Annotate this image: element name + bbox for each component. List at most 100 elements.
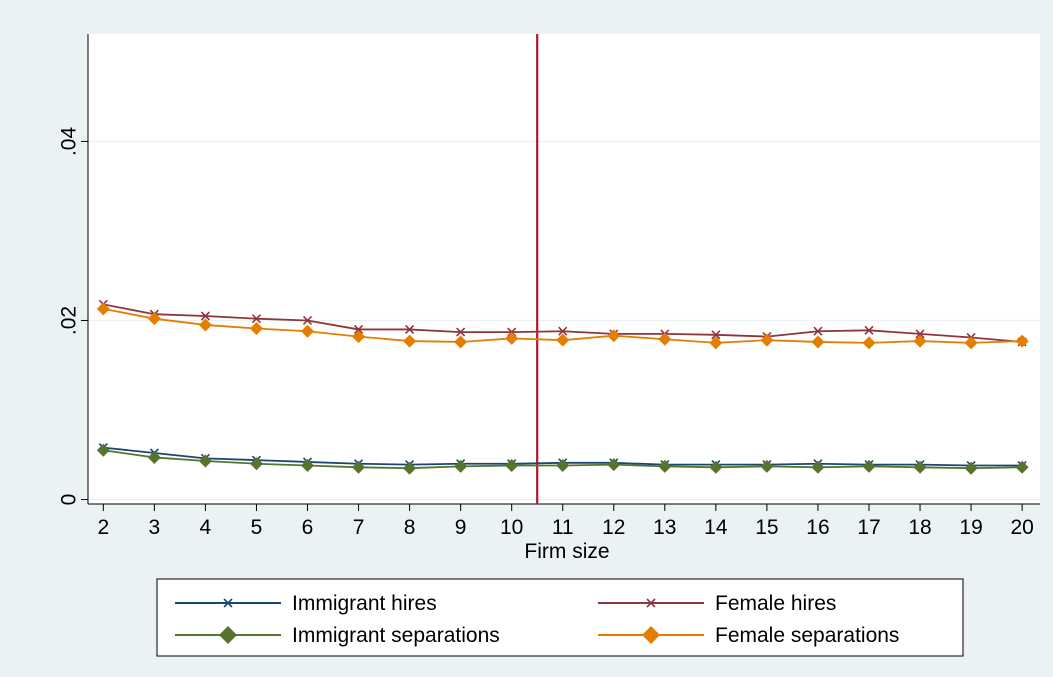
marker-stroke [223, 598, 233, 608]
x-tick-label: 10 [500, 516, 523, 539]
x-axis-label: Firm size [524, 540, 609, 563]
marker-stroke [711, 330, 721, 340]
data-point [302, 315, 313, 326]
data-point [1015, 460, 1029, 474]
marker-stroke [915, 329, 925, 339]
legend-marker [646, 598, 656, 608]
x-tick-label: 7 [353, 516, 365, 539]
data-point [760, 333, 774, 347]
x-tick-label: 11 [552, 516, 574, 539]
data-point [147, 312, 161, 326]
series-group [96, 299, 1029, 475]
data-point [200, 311, 210, 321]
data-point [300, 324, 314, 338]
marker-stroke [864, 325, 874, 335]
series-female-separations [96, 302, 1029, 350]
marker-stroke [813, 326, 823, 336]
y-axis-ticks: 0 .02 .04 [58, 127, 88, 506]
data-point [251, 314, 262, 324]
x-tick-label: 17 [857, 516, 880, 539]
data-point [711, 330, 721, 340]
legend-marker [223, 598, 233, 608]
data-point [760, 459, 774, 473]
y-tick-label: .02 [58, 306, 81, 335]
legend-label: Immigrant hires [292, 592, 437, 615]
legend-label: Female hires [715, 592, 836, 615]
x-tick-label: 9 [455, 516, 467, 539]
marker-stroke [302, 315, 313, 326]
data-point [249, 322, 263, 336]
data-point [558, 326, 568, 336]
data-point [915, 329, 925, 339]
data-point [249, 457, 263, 471]
x-tick-label: 4 [200, 516, 212, 539]
data-point [352, 330, 366, 344]
marker-stroke [558, 326, 568, 336]
series-female-hires [98, 299, 1027, 347]
data-point [811, 460, 825, 474]
data-point [403, 461, 417, 475]
x-tick-label: 16 [806, 516, 829, 539]
marker-stroke [251, 314, 262, 324]
marker-stroke [646, 598, 656, 608]
x-tick-label: 13 [653, 516, 676, 539]
x-tick-label: 8 [404, 516, 416, 539]
data-point [556, 333, 570, 347]
legend-marker [219, 626, 237, 644]
marker-stroke [405, 324, 415, 334]
data-point [709, 460, 723, 474]
data-point [147, 450, 161, 464]
legend-label: Female separations [715, 624, 899, 647]
data-point [556, 459, 570, 473]
data-point [658, 459, 672, 473]
data-point [96, 302, 110, 316]
data-point [353, 324, 364, 334]
data-point [964, 461, 978, 475]
legend-marker [642, 626, 660, 644]
data-point [964, 336, 978, 350]
data-point [454, 459, 468, 473]
data-point [811, 335, 825, 349]
data-point [709, 336, 723, 350]
x-tick-label: 2 [97, 516, 109, 539]
data-point [862, 459, 876, 473]
data-point [454, 335, 468, 349]
legend-item: Female separations [598, 624, 899, 647]
data-point [913, 334, 927, 348]
x-tick-label: 14 [704, 516, 728, 539]
x-axis-ticks: 2 3 4 5 6 7 8 9 10 11 12 13 14 15 16 17 18 19 20 [97, 504, 1034, 539]
data-point [913, 460, 927, 474]
x-tick-label: 5 [251, 516, 263, 539]
marker-stroke [353, 324, 364, 334]
y-tick-label: .04 [58, 127, 81, 157]
y-tick-label: 0 [58, 494, 81, 506]
legend-item: Immigrant separations [175, 624, 500, 647]
x-tick-label: 12 [602, 516, 625, 539]
data-point [607, 458, 621, 472]
data-point [658, 332, 672, 346]
data-point [405, 324, 415, 334]
legend-item: Immigrant hires [175, 592, 437, 615]
plot-area-background [88, 34, 1040, 504]
series-immigrant-separations [96, 443, 1029, 475]
data-point [96, 443, 110, 457]
data-point [1015, 334, 1029, 348]
data-point [198, 318, 212, 332]
data-point [198, 454, 212, 468]
axes [87, 34, 1040, 505]
data-point [300, 459, 314, 473]
data-point [403, 334, 417, 348]
data-point [505, 459, 519, 473]
x-tick-label: 3 [149, 516, 161, 539]
x-tick-label: 6 [302, 516, 314, 539]
data-point [862, 336, 876, 350]
data-point [607, 329, 621, 343]
x-tick-label: 19 [959, 516, 982, 539]
marker-stroke [200, 311, 210, 321]
x-tick-label: 20 [1010, 516, 1033, 539]
legend-label: Immigrant separations [292, 624, 500, 647]
grid-lines [88, 140, 1040, 501]
x-tick-label: 18 [908, 516, 931, 539]
legend-box [156, 578, 964, 657]
